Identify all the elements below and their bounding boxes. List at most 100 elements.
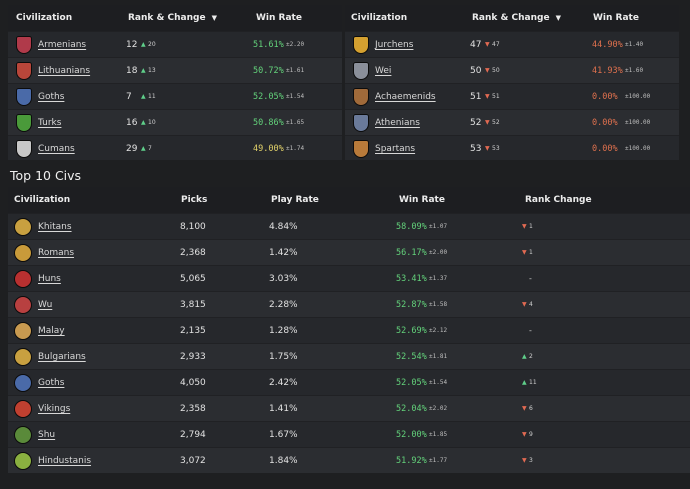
- col-rank-change[interactable]: Rank & Change ▼: [128, 13, 217, 23]
- col-civilization[interactable]: Civilization: [14, 195, 71, 205]
- win-rate-value: 0.00%: [592, 144, 618, 154]
- sort-desc-icon: ▼: [211, 14, 217, 22]
- wu-emblem-icon: [14, 296, 32, 314]
- table-row: Athenians 52 ▼ 52 0.00% ±100.00: [345, 109, 679, 135]
- picks-value: 2,794: [180, 430, 206, 440]
- win-rate-value: 52.69%: [396, 326, 427, 336]
- civ-link[interactable]: Lithuanians: [38, 66, 91, 76]
- table-header: Civilization Picks Play Rate Win Rate Ra…: [8, 187, 690, 213]
- picks-value: 2,135: [180, 326, 206, 336]
- table-row: Wu 3,815 2.28% 52.87% ±1.58 ▼ 4: [8, 291, 690, 317]
- civ-link[interactable]: Turks: [38, 118, 62, 128]
- col-win-rate[interactable]: Win Rate: [593, 13, 639, 23]
- rank-change-value: 11: [148, 93, 156, 100]
- col-rank-change[interactable]: Rank & Change ▼: [472, 13, 561, 23]
- civ-link[interactable]: Wu: [38, 300, 53, 310]
- rank-down-icon: ▼: [485, 67, 490, 74]
- rank-up-icon: ▲: [141, 145, 146, 152]
- win-rate-margin: ±100.00: [625, 119, 651, 126]
- rank-change-value: -: [529, 274, 532, 283]
- win-rate-value: 58.09%: [396, 222, 427, 232]
- rank-value: 29: [126, 144, 138, 154]
- win-rate-margin: ±1.54: [286, 93, 305, 100]
- civ-link[interactable]: Achaemenids: [375, 92, 436, 102]
- win-rate-margin: ±100.00: [625, 145, 651, 152]
- col-win-rate[interactable]: Win Rate: [256, 13, 302, 23]
- rank-value: 7: [126, 92, 132, 102]
- win-rate-value: 52.00%: [396, 430, 427, 440]
- picks-value: 4,050: [180, 378, 206, 388]
- civ-link[interactable]: Vikings: [38, 404, 71, 414]
- athenians-emblem-icon: [353, 114, 369, 132]
- rank-down-icon: ▼: [522, 405, 527, 412]
- civ-link[interactable]: Bulgarians: [38, 352, 86, 362]
- rank-down-icon: ▼: [522, 249, 527, 256]
- huns-emblem-icon: [14, 270, 32, 288]
- rank-down-icon: ▼: [485, 93, 490, 100]
- win-rate-margin: ±2.12: [429, 327, 448, 334]
- col-rank-change[interactable]: Rank Change: [525, 195, 592, 205]
- win-rate-value: 52.54%: [396, 352, 427, 362]
- table-row: Romans 2,368 1.42% 56.17% ±2.00 ▼ 1: [8, 239, 690, 265]
- civ-link[interactable]: Romans: [38, 248, 75, 258]
- civ-link[interactable]: Athenians: [375, 118, 420, 128]
- civ-link[interactable]: Goths: [38, 378, 65, 388]
- rank-value: 52: [470, 118, 482, 128]
- rank-change-value: 50: [492, 67, 500, 74]
- armenians-emblem-icon: [16, 36, 32, 54]
- win-rate-value: 51.92%: [396, 456, 427, 466]
- rank-value: 12: [126, 40, 138, 50]
- win-rate-margin: ±1.37: [429, 275, 448, 282]
- col-civilization[interactable]: Civilization: [351, 13, 408, 23]
- rank-up-icon: ▲: [522, 353, 527, 360]
- win-rate-margin: ±1.85: [429, 431, 448, 438]
- win-rate-value: 52.05%: [253, 92, 284, 102]
- table-header: Civilization Rank & Change ▼ Win Rate: [345, 5, 679, 31]
- col-play-rate[interactable]: Play Rate: [271, 195, 319, 205]
- table-header: Civilization Rank & Change ▼ Win Rate: [8, 5, 342, 31]
- spartans-emblem-icon: [353, 140, 369, 158]
- rank-value: 50: [470, 66, 482, 76]
- turks-emblem-icon: [16, 114, 32, 132]
- col-picks[interactable]: Picks: [181, 195, 208, 205]
- civ-link[interactable]: Shu: [38, 430, 56, 440]
- goths-emblem-icon: [14, 374, 32, 392]
- civ-link[interactable]: Khitans: [38, 222, 72, 232]
- rank-change-value: 9: [529, 431, 533, 438]
- romans-emblem-icon: [14, 244, 32, 262]
- win-rate-value: 52.04%: [396, 404, 427, 414]
- table-row: Cumans 29 ▲ 7 49.00% ±1.74: [8, 135, 342, 161]
- play-rate-value: 1.67%: [269, 430, 298, 440]
- civ-link[interactable]: Cumans: [38, 144, 75, 154]
- win-rate-margin: ±1.40: [625, 41, 644, 48]
- win-rate-margin: ±1.77: [429, 457, 448, 464]
- win-rate-margin: ±2.00: [429, 249, 448, 256]
- rank-down-icon: ▼: [485, 41, 490, 48]
- rank-change-value: 6: [529, 405, 533, 412]
- table-row: Achaemenids 51 ▼ 51 0.00% ±100.00: [345, 83, 679, 109]
- rank-value: 53: [470, 144, 482, 154]
- rank-change-value: 13: [148, 67, 156, 74]
- win-rate-value: 51.61%: [253, 40, 284, 50]
- civ-link[interactable]: Malay: [38, 326, 65, 336]
- civ-link[interactable]: Huns: [38, 274, 61, 284]
- rank-change-value: 1: [529, 223, 533, 230]
- civ-link[interactable]: Hindustanis: [38, 456, 92, 466]
- win-rate-value: 52.05%: [396, 378, 427, 388]
- rank-down-icon: ▼: [522, 223, 527, 230]
- goths-emblem-icon: [16, 88, 32, 106]
- civ-link[interactable]: Wei: [375, 66, 392, 76]
- civ-link[interactable]: Jurchens: [375, 40, 414, 50]
- jurchens-emblem-icon: [353, 36, 369, 54]
- win-rate-value: 52.87%: [396, 300, 427, 310]
- rank-up-icon: ▲: [141, 41, 146, 48]
- col-civilization[interactable]: Civilization: [16, 13, 73, 23]
- col-win-rate[interactable]: Win Rate: [399, 195, 445, 205]
- civ-link[interactable]: Armenians: [38, 40, 87, 50]
- wei-emblem-icon: [353, 62, 369, 80]
- win-rate-value: 44.90%: [592, 40, 623, 50]
- win-rate-margin: ±1.61: [286, 67, 305, 74]
- civ-link[interactable]: Goths: [38, 92, 65, 102]
- civ-link[interactable]: Spartans: [375, 144, 416, 154]
- section-title: Top 10 Civs: [10, 168, 82, 183]
